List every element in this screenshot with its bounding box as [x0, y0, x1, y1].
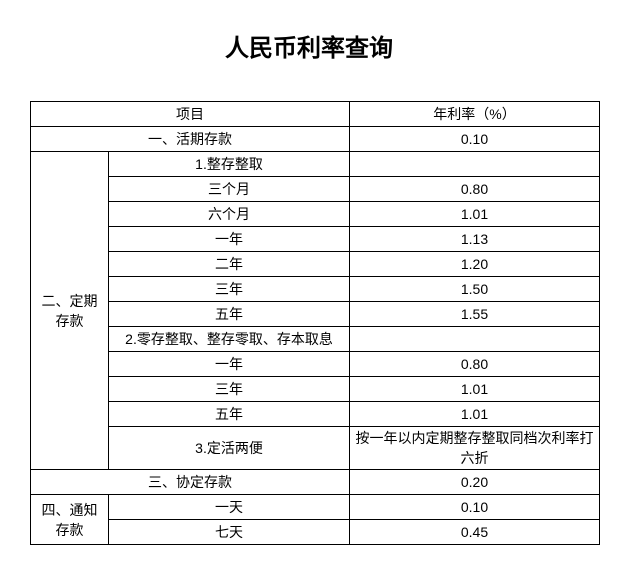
page-title: 人民币利率查询 [0, 0, 618, 101]
table-row: 一、活期存款 0.10 [31, 127, 600, 152]
cell-item: 2.零存整取、整存零取、存本取息 [109, 327, 350, 352]
cell-item: 一年 [109, 352, 350, 377]
table-row: 2.零存整取、整存零取、存本取息 [31, 327, 600, 352]
cell-rate: 1.01 [350, 377, 600, 402]
cell-item: 二年 [109, 252, 350, 277]
cell-item: 一天 [109, 495, 350, 520]
cell-rate: 1.55 [350, 302, 600, 327]
cell-rate: 1.01 [350, 202, 600, 227]
cell-item: 3.定活两便 [109, 427, 350, 470]
table-header-row: 项目 年利率（%） [31, 102, 600, 127]
cell-category: 四、通知存款 [31, 495, 109, 545]
cell-item: 一、活期存款 [31, 127, 350, 152]
cell-item: 三年 [109, 377, 350, 402]
cell-rate: 0.10 [350, 495, 600, 520]
table-row: 四、通知存款 一天 0.10 [31, 495, 600, 520]
cell-item: 1.整存整取 [109, 152, 350, 177]
cell-rate: 0.20 [350, 470, 600, 495]
header-item: 项目 [31, 102, 350, 127]
cell-rate: 0.10 [350, 127, 600, 152]
table-row: 一年 1.13 [31, 227, 600, 252]
table-row: 六个月 1.01 [31, 202, 600, 227]
table-row: 3.定活两便 按一年以内定期整存整取同档次利率打六折 [31, 427, 600, 470]
rate-table: 项目 年利率（%） 一、活期存款 0.10 二、定期存款 1.整存整取 三个月 … [30, 101, 600, 545]
cell-rate: 0.45 [350, 520, 600, 545]
cell-item: 五年 [109, 302, 350, 327]
cell-item: 五年 [109, 402, 350, 427]
cell-item: 三年 [109, 277, 350, 302]
cell-item: 三、协定存款 [31, 470, 350, 495]
cell-rate: 0.80 [350, 352, 600, 377]
table-row: 三、协定存款 0.20 [31, 470, 600, 495]
cell-rate [350, 327, 600, 352]
cell-item: 三个月 [109, 177, 350, 202]
header-rate: 年利率（%） [350, 102, 600, 127]
cell-rate: 1.01 [350, 402, 600, 427]
cell-rate: 1.20 [350, 252, 600, 277]
cell-rate: 1.13 [350, 227, 600, 252]
cell-item: 一年 [109, 227, 350, 252]
cell-item: 六个月 [109, 202, 350, 227]
table-row: 二、定期存款 1.整存整取 [31, 152, 600, 177]
table-row: 三年 1.01 [31, 377, 600, 402]
table-row: 五年 1.01 [31, 402, 600, 427]
cell-category: 二、定期存款 [31, 152, 109, 470]
cell-item: 七天 [109, 520, 350, 545]
table-row: 七天 0.45 [31, 520, 600, 545]
table-row: 一年 0.80 [31, 352, 600, 377]
table-row: 二年 1.20 [31, 252, 600, 277]
table-row: 五年 1.55 [31, 302, 600, 327]
cell-rate: 按一年以内定期整存整取同档次利率打六折 [350, 427, 600, 470]
cell-rate: 1.50 [350, 277, 600, 302]
table-row: 三年 1.50 [31, 277, 600, 302]
table-row: 三个月 0.80 [31, 177, 600, 202]
cell-rate: 0.80 [350, 177, 600, 202]
cell-rate [350, 152, 600, 177]
